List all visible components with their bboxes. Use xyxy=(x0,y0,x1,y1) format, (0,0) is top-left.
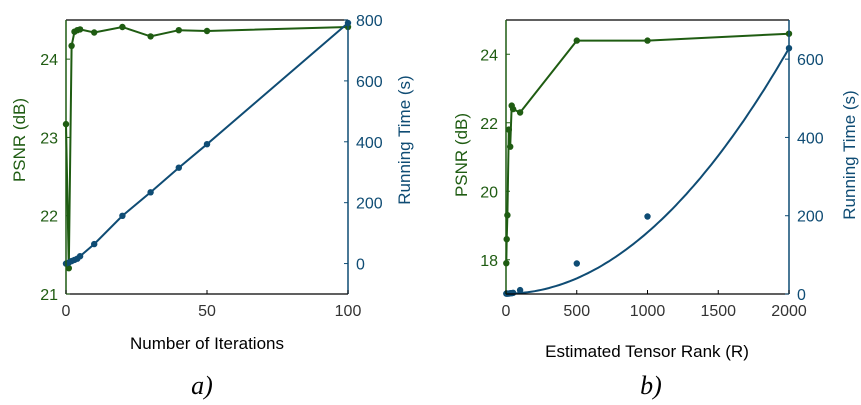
chart-b-x-tick-label: 2000 xyxy=(771,303,807,320)
chart-b-y-left-tick-label: 20 xyxy=(480,184,498,201)
chart-b-series-left-point xyxy=(504,212,511,219)
chart-b-series-right-point xyxy=(573,260,580,267)
chart-a-series-left-point xyxy=(91,29,98,36)
chart-b-series-left-line xyxy=(505,32,790,264)
chart-b-y-right-tick-label: 200 xyxy=(797,209,824,226)
chart-a-x-tick-label: 0 xyxy=(62,303,71,320)
chart-a-y-left-tick-label: 24 xyxy=(40,52,58,69)
chart-b-series-right-point xyxy=(644,213,651,220)
chart-a-ylabel-left: PSNR (dB) xyxy=(10,98,29,182)
chart-b-y-right-tick-label: 0 xyxy=(797,287,806,304)
chart-b-y-right-tick-label: 400 xyxy=(797,130,824,147)
chart-b-ylabel-right: Running Time (s) xyxy=(840,90,859,219)
chart-a-series-left-point xyxy=(68,42,75,49)
chart-a-series-right-point xyxy=(147,189,154,196)
chart-b-series-left-point xyxy=(573,37,580,44)
chart-a-series-left-point xyxy=(175,27,182,34)
chart-b-series-left-point xyxy=(644,37,651,44)
chart-b-series-left-point xyxy=(505,126,512,133)
chart-a-y-right-tick-label: 0 xyxy=(356,257,365,274)
chart-b-series-right-point xyxy=(509,289,517,296)
chart-b-series-left-point xyxy=(507,143,514,150)
chart-a-series-right-point xyxy=(91,240,98,248)
chart-b-series xyxy=(503,30,793,297)
chart-a-y-right-tick-label: 800 xyxy=(356,13,383,30)
chart-b-y-left-tick-label: 18 xyxy=(480,253,498,270)
chart-a-series-left-point xyxy=(203,27,211,35)
chart-b: 0 500 1000 1500 2000 18 20 22 24 0 200 400 600 Estim… xyxy=(452,19,859,400)
chart-b-series-right-point xyxy=(516,286,524,294)
chart-a-series-right-point xyxy=(175,164,182,171)
chart-a-series xyxy=(62,19,352,272)
chart-a-y-left-tick-label: 23 xyxy=(40,130,58,147)
chart-b-x-tick-label: 1500 xyxy=(700,303,736,320)
chart-a-series-right-point xyxy=(76,253,84,260)
chart-b-series-left-point xyxy=(509,105,517,113)
chart-b-xlabel: Estimated Tensor Rank (R) xyxy=(545,342,749,361)
chart-a-series-left-point xyxy=(65,265,73,272)
chart-a-axes: 0 50 100 21 22 23 24 0 200 400 600 800 xyxy=(40,13,383,320)
chart-a: 0 50 100 21 22 23 24 0 200 400 600 800 Number of It… xyxy=(10,13,414,400)
chart-a-series-left-point xyxy=(119,23,126,31)
chart-b-series-right-line xyxy=(506,47,790,295)
chart-a-x-tick-label: 100 xyxy=(335,303,362,320)
chart-a-y-right-tick-label: 400 xyxy=(356,135,383,152)
chart-a-y-left-tick-label: 21 xyxy=(40,287,58,304)
chart-b-y-right-tick-label: 600 xyxy=(797,52,824,69)
chart-a-series-right-point xyxy=(203,141,211,148)
chart-b-caption: b) xyxy=(640,371,662,400)
chart-a-series-left-line xyxy=(65,25,349,269)
chart-a-ylabel-right: Running Time (s) xyxy=(395,75,414,204)
chart-b-x-tick-label: 500 xyxy=(563,303,590,320)
chart-a-x-tick-label: 50 xyxy=(198,303,216,320)
chart-a-y-right-tick-label: 200 xyxy=(356,196,383,213)
chart-a-series-left-point xyxy=(147,33,154,40)
chart-a-y-left-tick-label: 22 xyxy=(40,209,58,226)
chart-b-y-left-tick-label: 24 xyxy=(480,47,498,64)
chart-a-series-left-point xyxy=(76,26,84,33)
chart-a-y-right-tick-label: 600 xyxy=(356,74,383,91)
chart-a-caption: a) xyxy=(191,371,213,400)
chart-b-series-left-point xyxy=(516,109,524,116)
chart-a-xlabel: Number of Iterations xyxy=(130,334,284,353)
chart-a-series-right-point xyxy=(119,212,126,219)
chart-b-x-tick-label: 1000 xyxy=(630,303,666,320)
chart-b-x-tick-label: 0 xyxy=(502,303,511,320)
chart-b-ylabel-left: PSNR (dB) xyxy=(452,113,471,197)
chart-b-y-left-tick-label: 22 xyxy=(480,116,498,133)
chart-b-axes: 0 500 1000 1500 2000 18 20 22 24 0 200 400 600 xyxy=(480,19,824,320)
